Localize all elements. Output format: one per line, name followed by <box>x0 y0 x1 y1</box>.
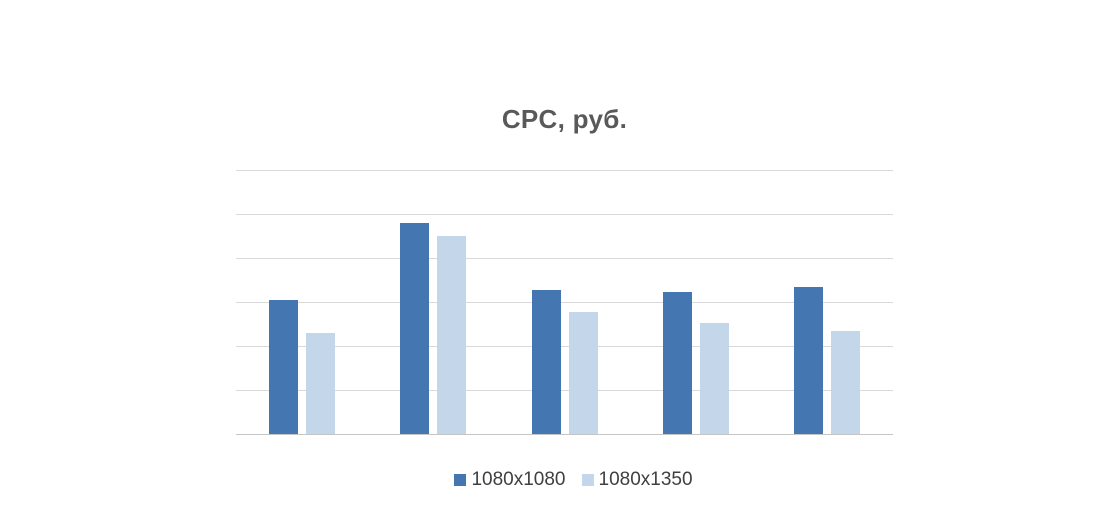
gridline <box>236 214 893 215</box>
gridline <box>236 390 893 391</box>
legend-label-1080x1080: 1080x1080 <box>471 469 566 490</box>
plot-area <box>236 170 893 435</box>
bar-groups <box>236 170 893 434</box>
gridline <box>236 170 893 171</box>
bar-1080x1350-group-2 <box>437 236 467 434</box>
gridline <box>236 302 893 303</box>
bar-group-3 <box>499 170 630 434</box>
bar-1080x1350-group-4 <box>699 323 729 434</box>
legend-swatch-1080x1080 <box>454 474 467 486</box>
bar-1080x1350-group-3 <box>568 312 598 434</box>
bar-1080x1080-group-5 <box>794 287 824 434</box>
bar-1080x1350-group-1 <box>305 332 335 434</box>
bar-group-2 <box>367 170 498 434</box>
bar-group-4 <box>630 170 761 434</box>
gridline <box>236 346 893 347</box>
x-axis-line <box>236 434 893 435</box>
gridlines <box>236 170 893 435</box>
bar-group-1 <box>236 170 367 434</box>
legend: 1080x1080 1080x1350 <box>245 469 902 491</box>
gridline <box>236 258 893 259</box>
bar-1080x1080-group-2 <box>400 222 430 434</box>
chart-title: CPC, руб. <box>501 104 628 134</box>
legend-item-1080x1350: 1080x1350 <box>581 469 693 491</box>
bar-1080x1080-group-1 <box>268 299 298 434</box>
bar-group-5 <box>762 170 893 434</box>
legend-swatch-1080x1350 <box>581 474 594 486</box>
legend-item-1080x1080: 1080x1080 <box>454 469 566 491</box>
bar-1080x1080-group-3 <box>531 290 561 434</box>
legend-label-1080x1350: 1080x1350 <box>598 469 693 490</box>
bar-1080x1350-group-5 <box>831 331 861 434</box>
bar-1080x1080-group-4 <box>662 291 692 434</box>
